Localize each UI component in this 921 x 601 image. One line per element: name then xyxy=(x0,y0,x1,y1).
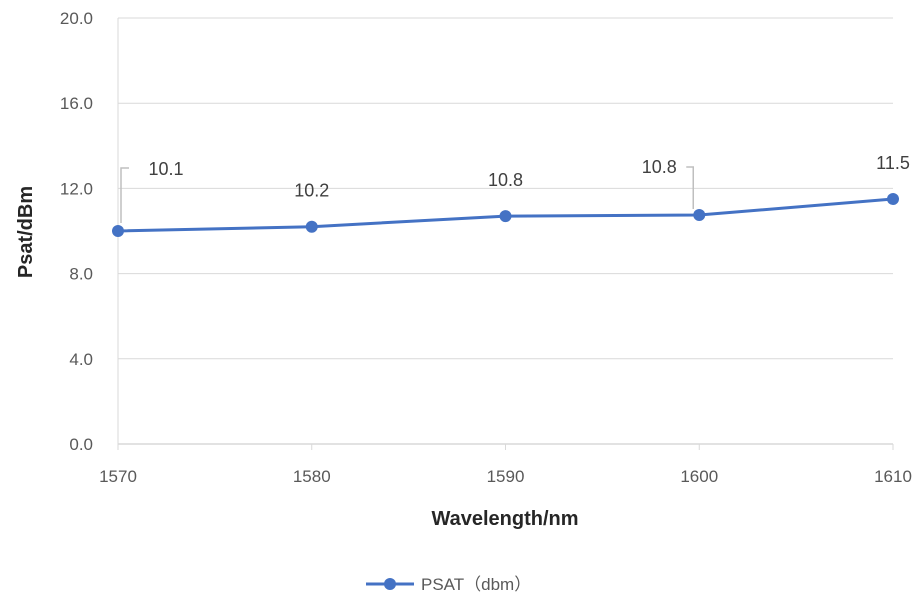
x-tick-label: 1600 xyxy=(680,467,718,486)
y-tick-label: 20.0 xyxy=(60,9,93,28)
y-axis-title: Psat/dBm xyxy=(15,186,37,278)
data-label: 10.8 xyxy=(642,157,677,177)
y-tick-label: 12.0 xyxy=(60,179,93,198)
x-axis-title: Wavelength/nm xyxy=(431,508,578,530)
legend-marker xyxy=(384,578,396,590)
y-tick-labels: 0.0 4.0 8.0 12.0 16.0 20.0 xyxy=(60,9,93,454)
legend-label: PSAT（dbm） xyxy=(421,575,531,594)
series-psat xyxy=(112,193,899,237)
x-tick-label: 1590 xyxy=(487,467,525,486)
data-label: 10.8 xyxy=(488,170,523,190)
data-point xyxy=(693,209,706,222)
axes xyxy=(117,18,894,450)
data-label: 11.5 xyxy=(876,153,910,173)
x-tick-labels: 1570 1580 1590 1600 1610 xyxy=(99,467,912,486)
x-tick-label: 1610 xyxy=(874,467,912,486)
data-label: 10.2 xyxy=(294,181,329,201)
data-labels: 10.1 10.2 10.8 10.8 11.5 xyxy=(148,153,909,201)
y-tick-label: 8.0 xyxy=(69,265,93,284)
x-tick-label: 1580 xyxy=(293,467,331,486)
data-point xyxy=(112,225,124,237)
data-label: 10.1 xyxy=(148,159,183,179)
data-point xyxy=(305,220,318,233)
y-tick-label: 4.0 xyxy=(69,350,93,369)
data-point xyxy=(499,210,512,223)
data-label-leaders xyxy=(120,166,694,223)
data-label-leader xyxy=(120,167,129,223)
data-label-leader xyxy=(686,166,694,210)
gridlines xyxy=(118,17,893,360)
y-tick-label: 0.0 xyxy=(69,435,93,454)
data-point xyxy=(887,193,899,206)
x-tick-label: 1570 xyxy=(99,467,137,486)
y-tick-label: 16.0 xyxy=(60,94,93,113)
legend: PSAT（dbm） xyxy=(366,575,531,594)
